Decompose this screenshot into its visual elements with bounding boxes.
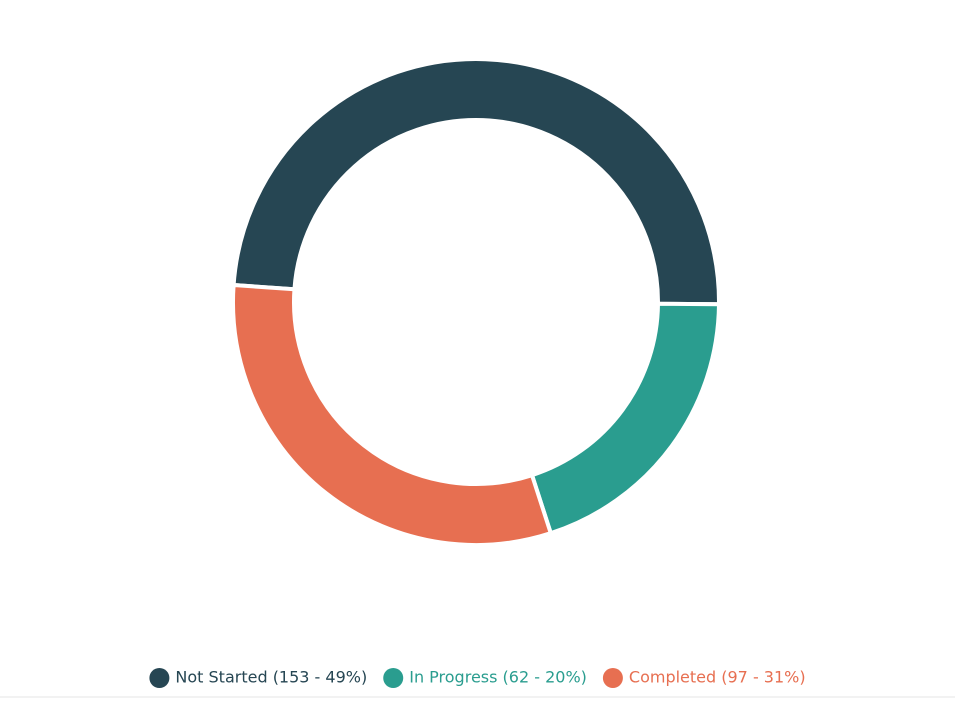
legend-label: In Progress (62 - 20%) (409, 668, 587, 687)
legend-marker (383, 668, 404, 688)
legend-label: Not Started (153 - 49%) (175, 668, 367, 687)
donut-segment (529, 301, 722, 536)
legend-marker (149, 668, 170, 688)
donut-segment (231, 57, 721, 307)
legend: Not Started (153 - 49%) In Progress (62 -… (149, 668, 806, 688)
legend-marker (602, 668, 623, 688)
legend-label: Completed (97 - 31%) (629, 668, 806, 687)
donut-segment (231, 282, 554, 547)
